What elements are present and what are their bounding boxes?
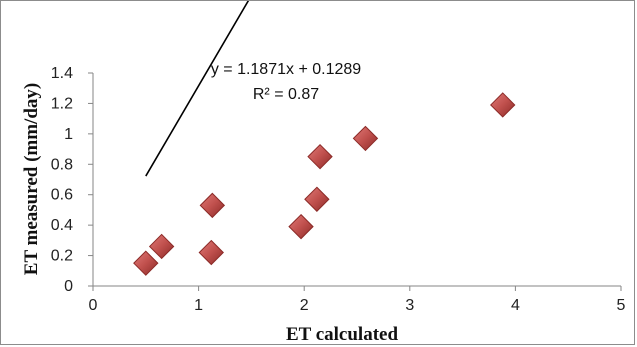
trendline-group <box>145 1 250 177</box>
trendline-equation: y = 1.1871x + 0.1289 <box>211 61 361 78</box>
data-point <box>288 213 314 240</box>
x-tick-labels: 0 1 2 3 4 5 <box>89 297 626 314</box>
r-squared-label: R² = 0.87 <box>253 86 319 103</box>
x-tick-label: 1 <box>194 297 203 314</box>
y-tick-label: 0 <box>64 278 73 295</box>
y-tick-label: 0.4 <box>51 217 73 234</box>
x-tick-label: 2 <box>300 297 309 314</box>
data-point <box>352 125 379 152</box>
data-point <box>199 192 226 219</box>
data-point <box>304 186 330 212</box>
x-tick-label: 3 <box>405 297 414 314</box>
x-tick-label: 4 <box>511 297 520 314</box>
data-points <box>133 92 516 276</box>
data-point <box>490 92 516 118</box>
axes <box>88 72 622 291</box>
y-tick-label: 0.8 <box>51 156 73 173</box>
y-tick-label: 1.4 <box>51 65 73 82</box>
y-tick-label: 1 <box>64 126 73 143</box>
data-point <box>307 143 333 170</box>
data-point <box>198 239 224 266</box>
y-tick-label: 1.2 <box>51 95 73 112</box>
trendline <box>145 1 250 177</box>
y-axis-title: ET measured (mm/day) <box>21 83 42 275</box>
y-tick-label: 0.2 <box>51 248 73 265</box>
x-tick-label: 5 <box>617 297 626 314</box>
data-point <box>148 233 175 260</box>
data-point <box>133 250 159 276</box>
y-tick-labels: 0 0.2 0.4 0.6 0.8 1 1.2 1.4 <box>51 65 73 295</box>
x-axis-title: ET calculated <box>286 324 399 345</box>
y-tick-label: 0.6 <box>51 187 73 204</box>
x-tick-label: 0 <box>89 297 98 314</box>
